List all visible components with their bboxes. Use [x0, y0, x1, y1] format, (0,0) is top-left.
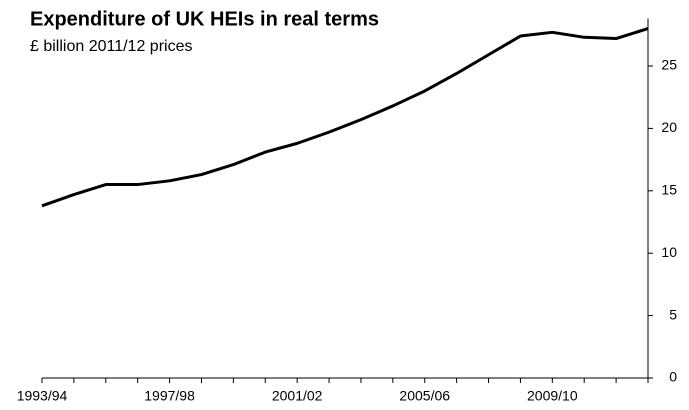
x-tick-label: 2009/10: [527, 388, 578, 404]
y-tick-label: 15: [661, 182, 677, 198]
y-tick-label: 25: [661, 57, 677, 73]
x-tick-label: 1997/98: [144, 388, 195, 404]
y-tick-label: 10: [661, 244, 677, 260]
line-series: [41, 27, 649, 208]
y-tick-label: 0: [669, 369, 677, 385]
x-tick-label: 2001/02: [272, 388, 323, 404]
x-tick-label: 2005/06: [399, 388, 450, 404]
y-tick-label: 20: [661, 119, 677, 135]
chart-title: Expenditure of UK HEIs in real terms: [30, 8, 379, 30]
chart-subtitle: £ billion 2011/12 prices: [30, 38, 192, 55]
y-tick-label: 5: [669, 306, 677, 322]
x-tick-label: 1993/94: [17, 388, 68, 404]
